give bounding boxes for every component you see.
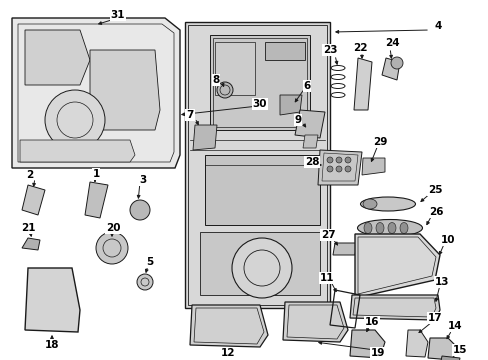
Text: 15: 15 [452, 345, 467, 355]
Polygon shape [90, 50, 160, 130]
Text: 6: 6 [303, 81, 310, 91]
Ellipse shape [375, 222, 383, 234]
Text: 10: 10 [440, 235, 454, 245]
Polygon shape [361, 158, 384, 175]
Circle shape [96, 232, 128, 264]
Text: 5: 5 [146, 257, 153, 267]
Polygon shape [190, 305, 267, 347]
Polygon shape [349, 330, 384, 358]
Polygon shape [204, 155, 319, 225]
Text: 22: 22 [352, 43, 366, 53]
Text: 17: 17 [427, 313, 442, 323]
Ellipse shape [362, 199, 376, 209]
Text: 11: 11 [319, 273, 334, 283]
Text: 4: 4 [433, 21, 441, 31]
Text: 26: 26 [428, 207, 442, 217]
Text: 19: 19 [370, 348, 385, 358]
Polygon shape [200, 232, 319, 295]
Ellipse shape [399, 222, 407, 234]
Polygon shape [22, 185, 45, 215]
Text: 20: 20 [105, 223, 120, 233]
Polygon shape [332, 243, 356, 255]
Text: 1: 1 [92, 169, 100, 179]
Text: 3: 3 [139, 175, 146, 185]
Text: 8: 8 [212, 75, 219, 85]
Text: 24: 24 [384, 38, 399, 48]
Text: 28: 28 [304, 157, 319, 167]
Text: 7: 7 [186, 110, 193, 120]
Polygon shape [25, 30, 90, 85]
Text: 27: 27 [320, 230, 335, 240]
Polygon shape [439, 356, 459, 360]
Polygon shape [349, 295, 439, 320]
Text: 21: 21 [20, 223, 35, 233]
Polygon shape [85, 182, 108, 218]
Polygon shape [303, 135, 317, 148]
Circle shape [217, 82, 232, 98]
Circle shape [231, 238, 291, 298]
Circle shape [45, 90, 105, 150]
Polygon shape [20, 140, 135, 162]
Text: 16: 16 [364, 317, 379, 327]
Text: 2: 2 [26, 170, 34, 180]
Polygon shape [12, 18, 180, 168]
Polygon shape [317, 150, 361, 185]
Ellipse shape [363, 222, 371, 234]
Text: 31: 31 [110, 10, 125, 20]
Text: 14: 14 [447, 321, 461, 331]
Polygon shape [193, 125, 217, 150]
Circle shape [326, 166, 332, 172]
Polygon shape [405, 330, 427, 357]
Polygon shape [294, 110, 325, 138]
Polygon shape [184, 22, 329, 308]
Text: 9: 9 [294, 115, 301, 125]
Text: 18: 18 [45, 340, 59, 350]
Polygon shape [25, 268, 80, 332]
Polygon shape [354, 234, 439, 298]
Polygon shape [215, 42, 254, 95]
Circle shape [326, 157, 332, 163]
Polygon shape [427, 338, 457, 360]
Text: 23: 23 [322, 45, 337, 55]
Text: 25: 25 [427, 185, 441, 195]
Text: 13: 13 [434, 277, 448, 287]
Text: 12: 12 [220, 348, 235, 358]
Polygon shape [264, 42, 305, 60]
Circle shape [335, 166, 341, 172]
Polygon shape [381, 58, 399, 80]
Ellipse shape [387, 222, 395, 234]
Circle shape [345, 157, 350, 163]
Polygon shape [280, 95, 302, 115]
Circle shape [345, 166, 350, 172]
Text: 29: 29 [372, 137, 386, 147]
Circle shape [390, 57, 402, 69]
Ellipse shape [357, 220, 422, 237]
Polygon shape [353, 58, 371, 110]
Circle shape [130, 200, 150, 220]
Ellipse shape [360, 197, 415, 211]
Polygon shape [283, 302, 347, 342]
Circle shape [137, 274, 153, 290]
Polygon shape [22, 238, 40, 250]
Polygon shape [209, 35, 309, 130]
Circle shape [335, 157, 341, 163]
Text: 30: 30 [252, 99, 267, 109]
